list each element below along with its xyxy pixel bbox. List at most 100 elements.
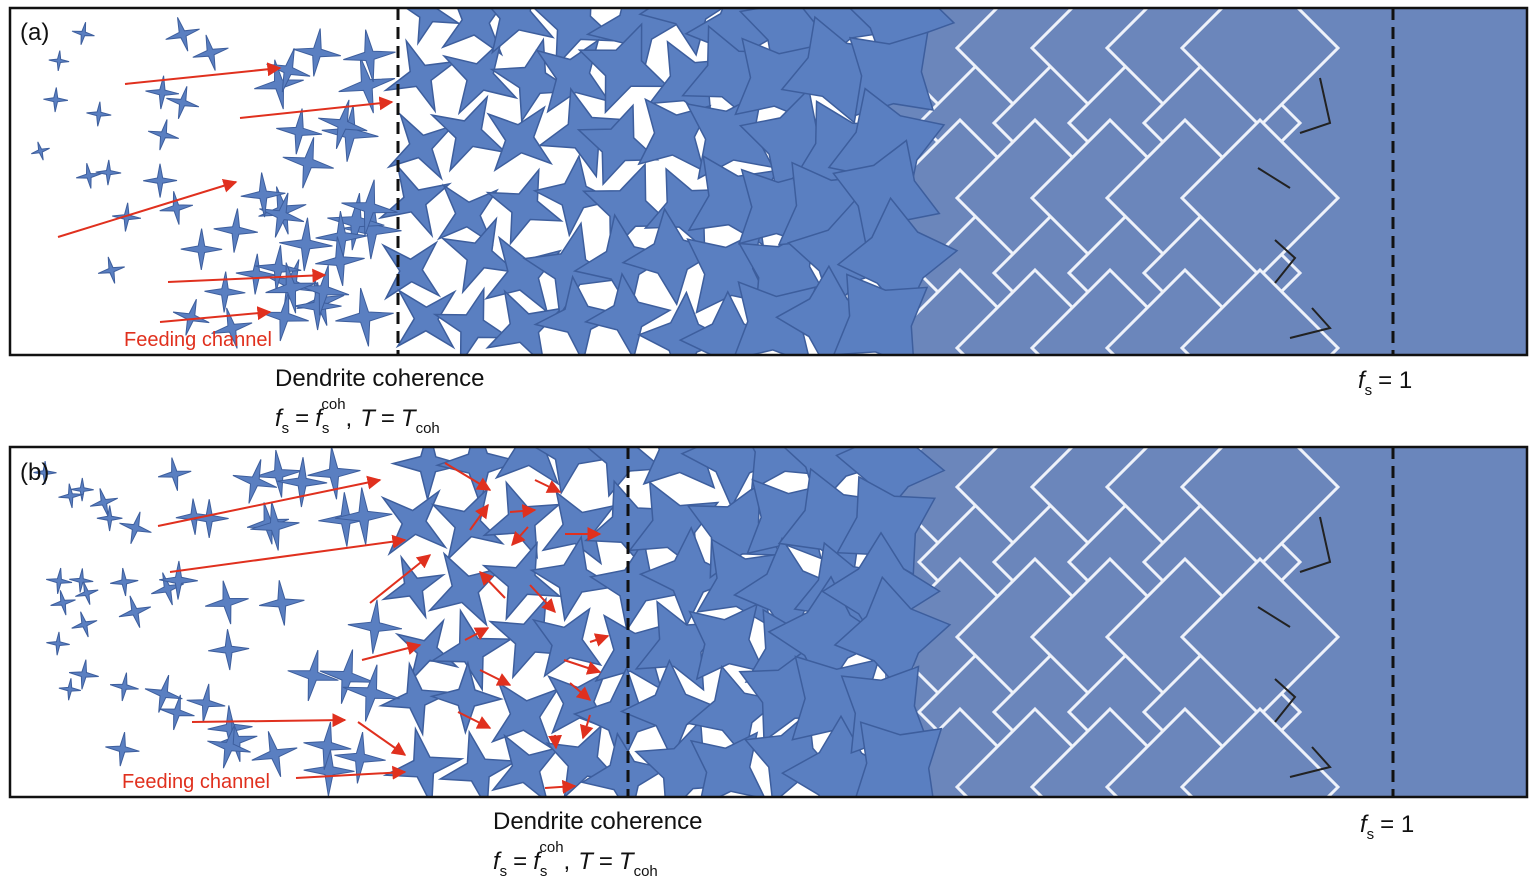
- crystal: [277, 457, 328, 508]
- dendrite: [532, 8, 619, 69]
- dendrite: [404, 8, 462, 46]
- dendrite: [481, 540, 562, 622]
- feed-arrow: [509, 504, 537, 518]
- crystal: [259, 192, 305, 238]
- solid-label: fs = 1: [1360, 811, 1414, 843]
- dendrite: [386, 111, 456, 181]
- dendrite: [572, 665, 675, 769]
- panel-label: (a): [20, 19, 49, 46]
- dendrite: [429, 94, 508, 173]
- crystal: [235, 253, 277, 295]
- crystal: [86, 101, 112, 127]
- crystal: [166, 86, 200, 120]
- feed-arrow: [511, 526, 529, 547]
- dendrite: [488, 596, 571, 680]
- sub: s: [282, 420, 290, 437]
- feeding-label: Feeding channel: [124, 329, 272, 351]
- crystal: [145, 75, 180, 110]
- crystal: [334, 487, 393, 545]
- T: T: [401, 405, 418, 432]
- dendrite: [836, 475, 937, 576]
- coherence-formula: fs = fscoh, T = Tcoh: [275, 396, 440, 437]
- dendrite: [577, 22, 670, 115]
- crystal: [303, 721, 352, 770]
- crystal: [207, 724, 251, 769]
- dendrite: [432, 286, 512, 355]
- crystal: [204, 271, 246, 313]
- crystal: [48, 50, 70, 72]
- crystal: [307, 447, 361, 500]
- crystal: [147, 119, 179, 151]
- feed-arrow: [534, 479, 562, 493]
- crystal: [335, 287, 394, 347]
- sup: coh: [321, 396, 345, 413]
- dendrite: [485, 167, 564, 246]
- dendrite: [638, 8, 725, 57]
- f: f: [493, 848, 502, 875]
- dendrite: [378, 661, 454, 737]
- dendrite: [588, 538, 682, 633]
- crystal: [43, 87, 69, 113]
- dendrite: [489, 8, 555, 55]
- coherence-label: Dendrite coherence: [275, 365, 484, 392]
- crystal: [254, 449, 303, 498]
- feed-arrow: [548, 734, 563, 750]
- crack: [1257, 167, 1291, 189]
- dendrite: [494, 447, 560, 486]
- dendrite: [486, 105, 553, 173]
- grain: [1179, 267, 1341, 355]
- eq-one: = 1: [1378, 367, 1412, 394]
- crystal: [342, 664, 400, 722]
- dendrite: [545, 724, 621, 797]
- crystal: [317, 99, 368, 150]
- sub: s: [1365, 382, 1373, 399]
- f: f: [275, 405, 284, 432]
- feed-arrow: [444, 462, 492, 491]
- crystal: [109, 672, 139, 702]
- crystal: [266, 48, 311, 93]
- crystal: [46, 631, 70, 656]
- eq-one: = 1: [1380, 811, 1414, 838]
- dendrite: [394, 618, 460, 683]
- feed-arrow: [57, 179, 238, 238]
- crystal: [250, 501, 300, 551]
- crystal: [287, 649, 339, 702]
- crystal: [46, 567, 73, 595]
- feed-arrow: [167, 268, 327, 283]
- sup: coh: [539, 839, 563, 856]
- crystal: [69, 568, 94, 593]
- crystal: [58, 678, 81, 701]
- dendrite: [580, 731, 668, 797]
- crystal: [97, 256, 125, 284]
- crystal: [338, 56, 396, 114]
- crystal: [159, 560, 198, 600]
- crystal: [205, 580, 249, 625]
- feed-arrow: [479, 669, 512, 686]
- dendrite: [427, 551, 504, 628]
- crystal: [95, 159, 122, 186]
- dendrite: [380, 488, 448, 556]
- eq: =: [295, 405, 309, 432]
- feed-arrow: [589, 633, 610, 647]
- feed-arrow: [191, 713, 347, 728]
- crack: [1274, 239, 1297, 284]
- crystal: [186, 683, 226, 723]
- crack: [1299, 77, 1332, 134]
- crystal: [144, 674, 183, 713]
- dendrite: [381, 240, 442, 301]
- sub: coh: [416, 420, 440, 437]
- sub: s: [540, 863, 548, 880]
- feed-arrow: [529, 584, 556, 614]
- f: f: [315, 405, 324, 432]
- crystal: [50, 590, 76, 616]
- crystal: [334, 731, 386, 784]
- feed-arrow: [579, 714, 594, 740]
- sub: coh: [634, 863, 658, 880]
- crystal: [118, 595, 152, 628]
- crack: [1257, 606, 1291, 628]
- dendrite: [395, 288, 457, 350]
- dendrite: [382, 726, 465, 797]
- crystal: [192, 34, 229, 71]
- crack: [1274, 678, 1297, 723]
